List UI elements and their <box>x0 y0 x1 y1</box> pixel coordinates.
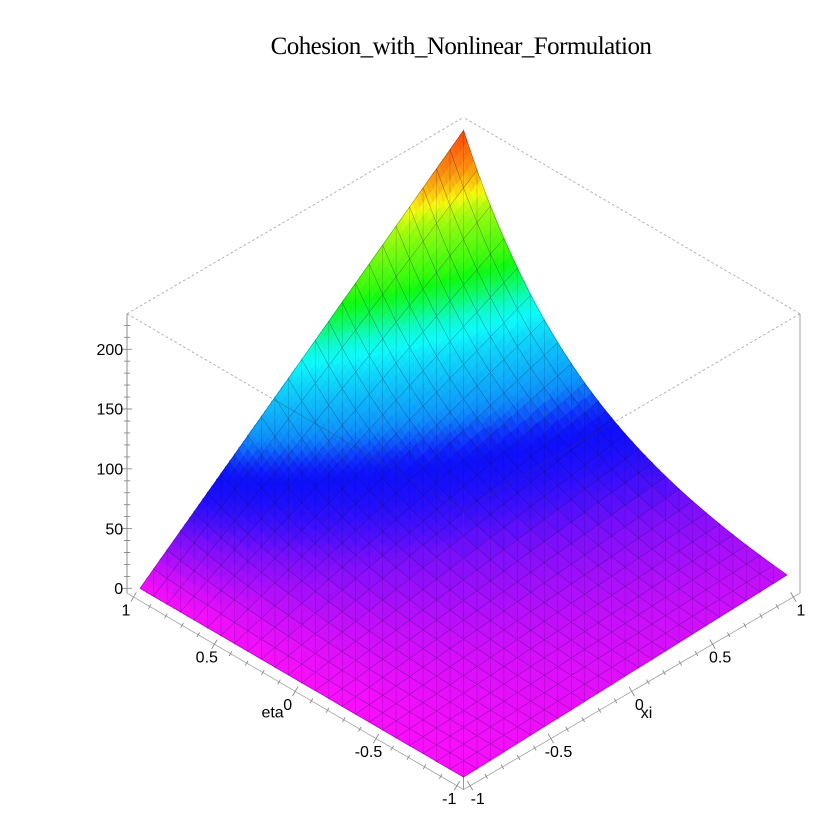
svg-text:-0.5: -0.5 <box>545 744 573 761</box>
svg-text:1: 1 <box>797 602 806 619</box>
svg-text:xi: xi <box>641 705 653 722</box>
svg-text:-1: -1 <box>442 791 456 808</box>
svg-text:50: 50 <box>105 521 123 538</box>
svg-text:100: 100 <box>96 462 123 479</box>
svg-text:-1: -1 <box>471 791 485 808</box>
svg-text:200: 200 <box>96 342 123 359</box>
svg-text:0: 0 <box>283 697 292 714</box>
svg-text:0: 0 <box>114 581 123 598</box>
svg-text:150: 150 <box>96 402 123 419</box>
svg-text:eta: eta <box>261 704 283 721</box>
svg-text:0: 0 <box>635 697 644 714</box>
svg-text:Cohesion_with_Nonlinear_Formul: Cohesion_with_Nonlinear_Formulation <box>271 33 653 60</box>
svg-text:0.5: 0.5 <box>196 650 218 667</box>
svg-text:-0.5: -0.5 <box>355 744 383 761</box>
svg-text:0.5: 0.5 <box>709 650 731 667</box>
svg-text:1: 1 <box>122 602 131 619</box>
